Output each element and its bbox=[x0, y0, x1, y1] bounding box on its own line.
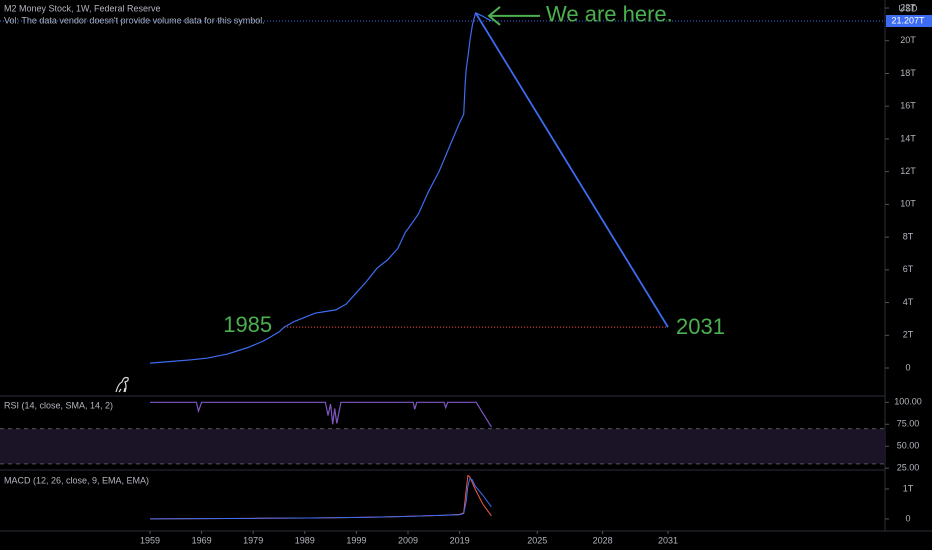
y-tick-label: 50.00 bbox=[897, 441, 920, 451]
y-tick-label: 100.00 bbox=[894, 397, 922, 407]
data-line bbox=[149, 477, 492, 520]
data-line bbox=[474, 12, 669, 328]
annotation: 1985 bbox=[223, 312, 272, 337]
y-tick-label: 4T bbox=[903, 297, 914, 307]
data-line bbox=[150, 401, 492, 428]
x-tick-label: 2031 bbox=[658, 535, 678, 545]
last-value-box bbox=[886, 14, 932, 27]
y-tick-label: 12T bbox=[900, 166, 916, 176]
y-tick-label: 22T bbox=[900, 2, 916, 12]
annotation: We are here. bbox=[546, 2, 673, 27]
axis-label: USD bbox=[898, 3, 918, 13]
logo bbox=[115, 376, 129, 393]
panel-title: RSI (14, close, SMA, 14, 2) bbox=[4, 400, 113, 410]
x-tick-label: 2025 bbox=[527, 535, 547, 545]
x-tick-label: 2028 bbox=[593, 535, 613, 545]
x-tick-label: 1999 bbox=[346, 535, 366, 545]
x-tick-label: 1979 bbox=[243, 535, 263, 545]
y-tick-label: 18T bbox=[900, 68, 916, 78]
y-tick-label: 75.00 bbox=[897, 419, 920, 429]
last-value-label: 21.207T bbox=[891, 15, 925, 25]
y-tick-label: 14T bbox=[900, 133, 916, 143]
x-tick-label: 2009 bbox=[398, 535, 418, 545]
y-tick-label: 2T bbox=[903, 330, 914, 340]
x-tick-label: 1969 bbox=[192, 535, 212, 545]
y-tick-label: 10T bbox=[900, 199, 916, 209]
x-tick-label: 2019 bbox=[450, 535, 470, 545]
rsi-band bbox=[0, 428, 885, 464]
x-tick-label: 1959 bbox=[140, 535, 160, 545]
y-tick-label: 1T bbox=[903, 483, 914, 493]
annotation: 2031 bbox=[676, 314, 725, 339]
y-tick-label: 20T bbox=[900, 35, 916, 45]
y-tick-label: 0 bbox=[905, 513, 910, 523]
y-tick-label: 8T bbox=[903, 231, 914, 241]
chart-title: M2 Money Stock, 1W, Federal Reserve bbox=[4, 3, 161, 13]
y-tick-label: 0 bbox=[905, 362, 910, 372]
y-tick-label: 6T bbox=[903, 264, 914, 274]
annotation-arrow bbox=[487, 6, 540, 26]
chart-subtitle: Vol: The data vendor doesn't provide vol… bbox=[4, 15, 265, 25]
y-tick-label: 25.00 bbox=[897, 463, 920, 473]
x-tick-label: 1989 bbox=[295, 535, 315, 545]
y-tick-label: 16T bbox=[900, 101, 916, 111]
panel-title: MACD (12, 26, close, 9, EMA, EMA) bbox=[4, 475, 149, 485]
data-line bbox=[149, 12, 492, 364]
